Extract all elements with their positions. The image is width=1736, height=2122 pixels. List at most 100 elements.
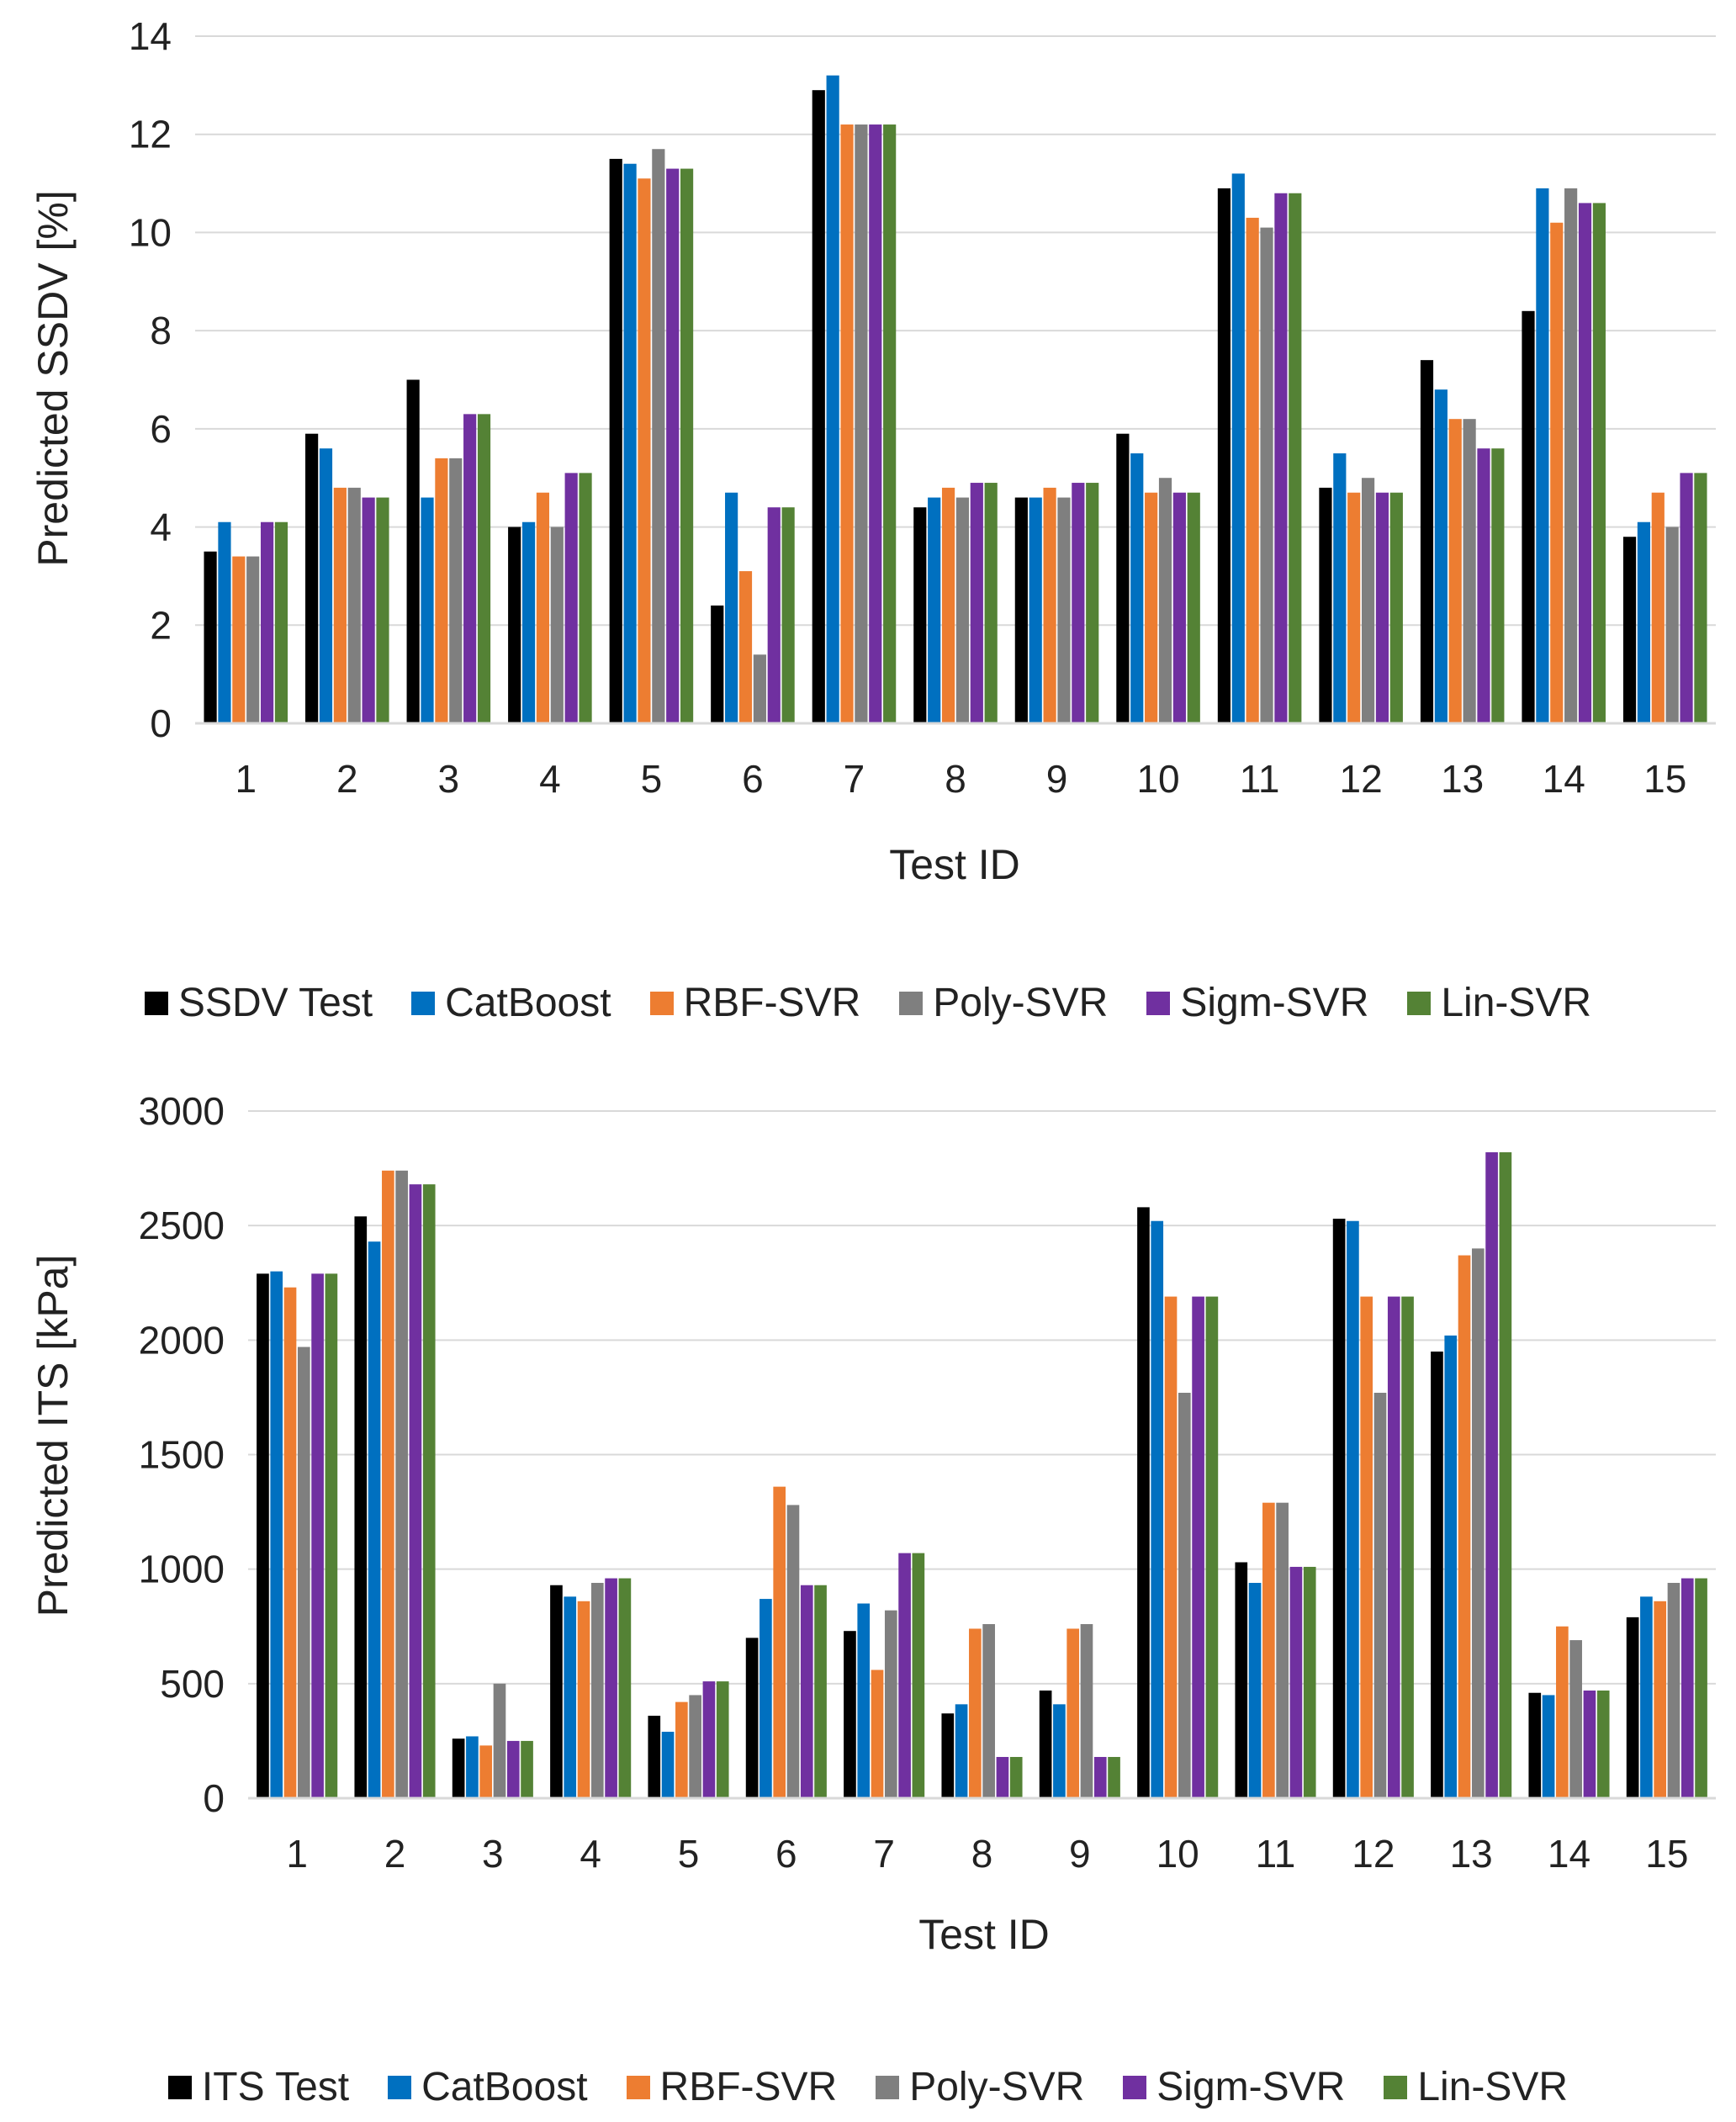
legend-item-lin-svr: Lin-SVR — [1407, 980, 1591, 1026]
bar-poly-7 — [855, 124, 868, 724]
bar-catboost-3 — [421, 497, 434, 723]
bar-sigm-5 — [702, 1681, 716, 1798]
bar-catboost-11 — [1231, 173, 1245, 723]
bar-rbf-12 — [1360, 1296, 1373, 1798]
bar-catboost-15 — [1640, 1596, 1653, 1798]
legend-swatch — [1384, 2075, 1408, 2099]
x-tick-label: 1 — [235, 757, 257, 801]
bar-poly-2 — [395, 1170, 408, 1798]
y-tick-label: 4 — [150, 505, 172, 549]
its-y-ticks: 0 500 1000 1500 2000 2500 3000 — [139, 1089, 225, 1820]
y-tick-label: 8 — [150, 309, 172, 352]
bar-poly-2 — [347, 487, 361, 723]
its-bars — [257, 1152, 1707, 1798]
y-tick-label: 2000 — [139, 1318, 225, 1362]
y-tick-label: 14 — [129, 14, 172, 58]
legend-item-sigm-svr: Sigm-SVR — [1146, 980, 1368, 1026]
bar-lin-3 — [477, 414, 491, 723]
bar-sigm-12 — [1375, 492, 1389, 723]
bar-lin-5 — [680, 168, 694, 724]
bar-test-3 — [406, 379, 420, 723]
y-tick-label: 2500 — [139, 1204, 225, 1247]
bar-sigm-14 — [1578, 203, 1592, 723]
its-chart: 0 500 1000 1500 2000 2500 3000 1 2 3 4 5 6 7 8 9 10 11 12… — [0, 1061, 1736, 2122]
x-tick-label: 1 — [286, 1832, 308, 1876]
bar-poly-4 — [590, 1583, 604, 1798]
bar-rbf-8 — [969, 1628, 982, 1798]
bar-poly-15 — [1665, 527, 1679, 723]
bar-sigm-4 — [564, 473, 578, 723]
bar-lin-7 — [912, 1553, 925, 1798]
y-tick-label: 1000 — [139, 1548, 225, 1591]
bar-test-10 — [1137, 1207, 1150, 1798]
legend-label: RBF-SVR — [659, 2065, 838, 2109]
bar-sigm-10 — [1192, 1296, 1204, 1798]
ssdv-y-ticks: 0 2 4 6 8 10 12 14 — [129, 14, 172, 745]
bar-test-2 — [305, 433, 319, 723]
legend-label: Sigm-SVR — [1180, 981, 1369, 1025]
bar-test-2 — [354, 1216, 368, 1798]
bar-lin-14 — [1596, 1691, 1610, 1798]
legend-label: RBF-SVR — [683, 981, 861, 1025]
legend-label: Lin-SVR — [1441, 981, 1592, 1025]
bar-test-12 — [1332, 1218, 1346, 1798]
bar-rbf-5 — [638, 178, 651, 723]
x-tick-label: 7 — [844, 757, 865, 801]
y-tick-label: 6 — [150, 407, 172, 451]
legend-item-catboost: CatBoost — [388, 2064, 588, 2110]
bar-test-11 — [1235, 1562, 1248, 1798]
ssdv-x-axis-title: Test ID — [889, 841, 1020, 888]
bar-test-13 — [1431, 1351, 1443, 1798]
bar-test-1 — [257, 1273, 269, 1798]
ssdv-y-axis-title: Predicted SSDV [%] — [29, 190, 77, 566]
x-tick-label: 8 — [971, 1832, 993, 1876]
legend-swatch — [1123, 2075, 1147, 2099]
legend-item-rbf-svr: RBF-SVR — [626, 2064, 838, 2110]
bar-poly-14 — [1564, 188, 1578, 723]
bar-sigm-6 — [767, 507, 781, 723]
bar-sigm-3 — [463, 414, 477, 723]
bar-rbf-4 — [536, 492, 550, 723]
legend-label: CatBoost — [445, 981, 611, 1025]
bar-catboost-9 — [1053, 1704, 1066, 1798]
bar-poly-9 — [1080, 1624, 1093, 1798]
bar-poly-15 — [1667, 1583, 1680, 1798]
bar-sigm-12 — [1387, 1296, 1400, 1798]
bar-lin-10 — [1187, 492, 1200, 723]
its-legend: ITS Test CatBoost RBF-SVR Poly-SVR Sigm-… — [0, 2064, 1736, 2110]
bar-catboost-14 — [1536, 188, 1549, 723]
bar-test-12 — [1319, 487, 1332, 723]
bar-sigm-1 — [311, 1273, 324, 1798]
bar-sigm-6 — [800, 1585, 813, 1798]
bar-lin-5 — [716, 1681, 729, 1798]
bar-sigm-2 — [409, 1184, 422, 1798]
bar-lin-11 — [1303, 1566, 1316, 1798]
bar-catboost-4 — [564, 1596, 577, 1798]
its-x-ticks: 1 2 3 4 5 6 7 8 9 10 11 12 13 14 15 — [286, 1832, 1688, 1876]
bar-rbf-2 — [382, 1170, 394, 1798]
legend-label: Poly-SVR — [933, 981, 1109, 1025]
its-x-axis-title: Test ID — [918, 1911, 1050, 1958]
x-tick-label: 11 — [1256, 1832, 1296, 1876]
bar-sigm-8 — [996, 1756, 1009, 1798]
y-tick-label: 12 — [129, 113, 172, 156]
bar-sigm-11 — [1289, 1566, 1303, 1798]
bar-test-6 — [711, 605, 724, 723]
bar-sigm-2 — [362, 497, 375, 723]
bar-catboost-11 — [1248, 1583, 1262, 1798]
bar-rbf-1 — [232, 556, 246, 723]
bar-poly-8 — [982, 1624, 995, 1798]
bar-test-5 — [609, 158, 622, 724]
bar-lin-11 — [1289, 193, 1302, 723]
bar-rbf-1 — [283, 1287, 297, 1798]
ssdv-x-ticks: 1 2 3 4 5 6 7 8 9 10 11 12 13 14 15 — [235, 757, 1686, 801]
bar-rbf-2 — [333, 487, 347, 723]
bar-lin-3 — [521, 1740, 533, 1798]
x-tick-label: 3 — [482, 1832, 504, 1876]
x-tick-label: 5 — [678, 1832, 700, 1876]
bar-lin-13 — [1499, 1152, 1512, 1798]
bar-rbf-5 — [675, 1701, 688, 1798]
ssdv-bars — [204, 75, 1707, 724]
x-tick-label: 15 — [1643, 757, 1686, 801]
